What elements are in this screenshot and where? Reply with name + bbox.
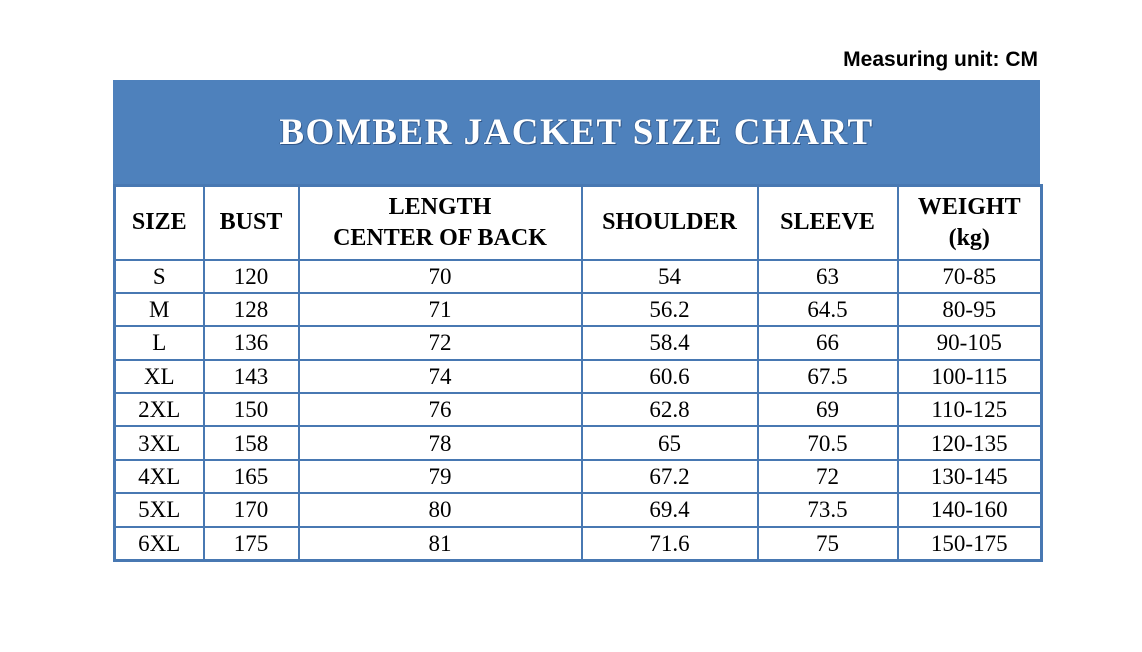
cell-shoulder: 65 (580, 425, 759, 461)
cell-size: 2XL (113, 392, 205, 428)
cell-weight: 120-135 (896, 425, 1043, 461)
cell-shoulder: 69.4 (580, 492, 759, 528)
cell-bust: 165 (202, 458, 300, 495)
cell-length: 81 (297, 525, 583, 562)
cell-weight: 110-125 (896, 392, 1043, 428)
cell-sleeve: 73.5 (756, 492, 899, 528)
cell-length: 72 (297, 325, 583, 361)
cell-sleeve: 66 (756, 325, 899, 361)
cell-weight: 80-95 (896, 291, 1043, 328)
cell-size: 4XL (113, 458, 205, 495)
cell-bust: 136 (202, 325, 300, 361)
cell-length: 78 (297, 425, 583, 461)
header-row: SIZE BUST LENGTH CENTER OF BACK SHOULDER… (113, 184, 1043, 261)
cell-shoulder: 56.2 (580, 291, 759, 328)
cell-length: 76 (297, 392, 583, 428)
cell-bust: 120 (202, 258, 300, 294)
cell-size: XL (113, 358, 205, 395)
cell-size: 6XL (113, 525, 205, 562)
header-shoulder: SHOULDER (580, 184, 759, 261)
cell-bust: 150 (202, 392, 300, 428)
cell-size: M (113, 291, 205, 328)
header-weight: WEIGHT (kg) (896, 184, 1043, 261)
cell-size: 3XL (113, 425, 205, 461)
cell-shoulder: 62.8 (580, 392, 759, 428)
cell-weight: 140-160 (896, 492, 1043, 528)
cell-shoulder: 67.2 (580, 458, 759, 495)
cell-size: 5XL (113, 492, 205, 528)
cell-weight: 70-85 (896, 258, 1043, 294)
header-bust: BUST (202, 184, 300, 261)
size-table: SIZE BUST LENGTH CENTER OF BACK SHOULDER… (113, 184, 1043, 562)
cell-sleeve: 72 (756, 458, 899, 495)
cell-bust: 170 (202, 492, 300, 528)
cell-length: 70 (297, 258, 583, 294)
header-size: SIZE (113, 184, 205, 261)
table-row: 6XL 175 81 71.6 75 150-175 (113, 525, 1043, 562)
table-row: M 128 71 56.2 64.5 80-95 (113, 291, 1043, 328)
table-row: 2XL 150 76 62.8 69 110-125 (113, 392, 1043, 428)
cell-shoulder: 71.6 (580, 525, 759, 562)
cell-size: L (113, 325, 205, 361)
cell-length: 71 (297, 291, 583, 328)
cell-sleeve: 64.5 (756, 291, 899, 328)
cell-bust: 143 (202, 358, 300, 395)
cell-shoulder: 54 (580, 258, 759, 294)
measuring-unit-note: Measuring unit: CM (843, 48, 1038, 71)
table-row: XL 143 74 60.6 67.5 100-115 (113, 358, 1043, 395)
size-chart-container: BOMBER JACKET SIZE CHART SIZE BUST LENGT… (113, 80, 1043, 562)
cell-sleeve: 67.5 (756, 358, 899, 395)
cell-sleeve: 69 (756, 392, 899, 428)
cell-weight: 150-175 (896, 525, 1043, 562)
table-row: 4XL 165 79 67.2 72 130-145 (113, 458, 1043, 495)
header-length: LENGTH CENTER OF BACK (297, 184, 583, 261)
cell-weight: 90-105 (896, 325, 1043, 361)
cell-size: S (113, 258, 205, 294)
cell-length: 79 (297, 458, 583, 495)
table-row: 3XL 158 78 65 70.5 120-135 (113, 425, 1043, 461)
cell-shoulder: 58.4 (580, 325, 759, 361)
title-band: BOMBER JACKET SIZE CHART (113, 80, 1040, 184)
cell-bust: 128 (202, 291, 300, 328)
cell-length: 74 (297, 358, 583, 395)
table-row: L 136 72 58.4 66 90-105 (113, 325, 1043, 361)
cell-sleeve: 70.5 (756, 425, 899, 461)
header-sleeve: SLEEVE (756, 184, 899, 261)
table-row: 5XL 170 80 69.4 73.5 140-160 (113, 492, 1043, 528)
cell-sleeve: 63 (756, 258, 899, 294)
page-title: BOMBER JACKET SIZE CHART (279, 111, 874, 153)
cell-weight: 100-115 (896, 358, 1043, 395)
cell-sleeve: 75 (756, 525, 899, 562)
cell-shoulder: 60.6 (580, 358, 759, 395)
table-body: S 120 70 54 63 70-85 M 128 71 56.2 64.5 80-95 L 136 72… (113, 258, 1043, 562)
cell-weight: 130-145 (896, 458, 1043, 495)
cell-bust: 175 (202, 525, 300, 562)
cell-length: 80 (297, 492, 583, 528)
table-row: S 120 70 54 63 70-85 (113, 258, 1043, 294)
cell-bust: 158 (202, 425, 300, 461)
